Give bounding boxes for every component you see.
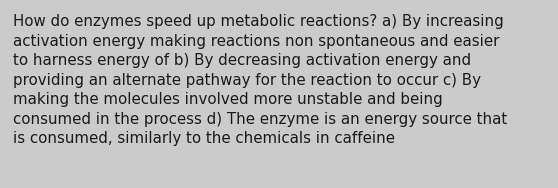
Text: How do enzymes speed up metabolic reactions? a) By increasing
activation energy : How do enzymes speed up metabolic reacti… — [13, 14, 507, 146]
